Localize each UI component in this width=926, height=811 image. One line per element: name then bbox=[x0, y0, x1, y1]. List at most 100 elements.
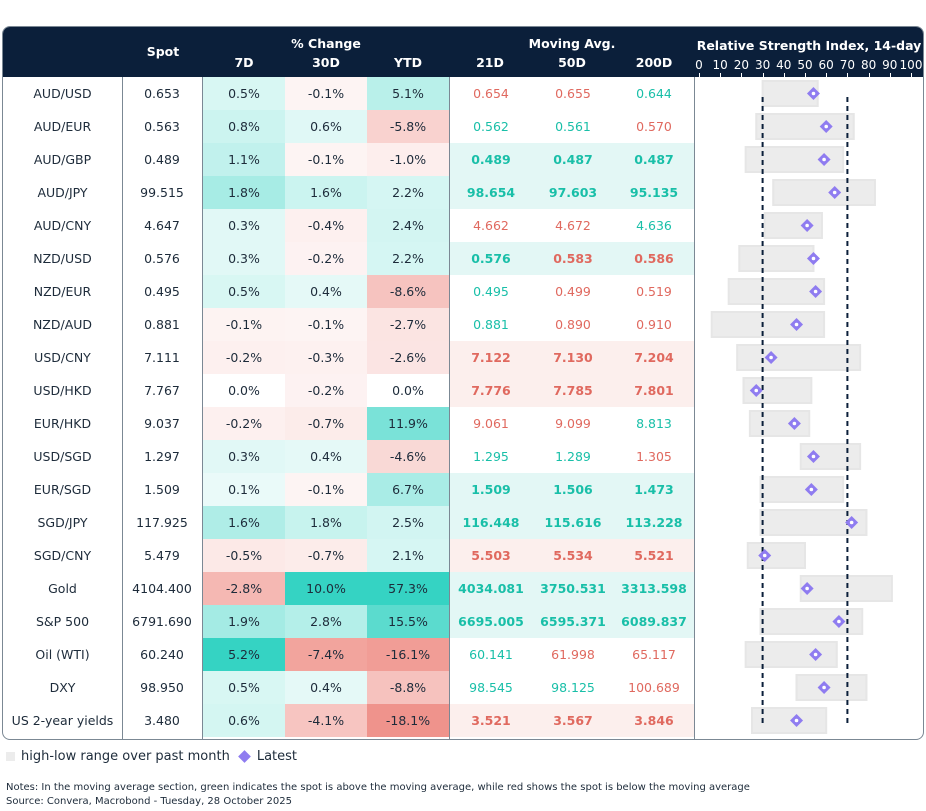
legend-latest-label: Latest bbox=[256, 749, 298, 764]
cell-ma50: 0.583 bbox=[553, 251, 593, 266]
rsi-tick-label: 50 bbox=[797, 58, 813, 72]
cell-ytd: 57.3% bbox=[367, 572, 449, 605]
cell-ma50: 7.130 bbox=[553, 350, 593, 365]
cell-ma200: 0.519 bbox=[636, 284, 672, 299]
header-spot: Spot bbox=[146, 44, 180, 59]
cell-spot: 4104.400 bbox=[132, 581, 192, 596]
cell-ma200: 0.586 bbox=[634, 251, 674, 266]
cell-spot: 0.495 bbox=[144, 284, 180, 299]
cell-spot: 6791.690 bbox=[132, 614, 192, 629]
cell-d7: 0.1% bbox=[203, 473, 285, 506]
cell-ma200: 7.204 bbox=[634, 350, 674, 365]
header-7d: 7D bbox=[234, 55, 254, 70]
cell-ytd: 15.5% bbox=[367, 605, 449, 638]
cell-d30: 10.0% bbox=[285, 572, 367, 605]
cell-ma200: 0.570 bbox=[636, 119, 672, 134]
ma-highlight-band bbox=[450, 473, 694, 506]
cell-ma21: 98.545 bbox=[469, 680, 513, 695]
cell-ma50: 0.890 bbox=[555, 317, 591, 332]
cell-ma50: 0.499 bbox=[555, 284, 591, 299]
table-row: DXY 98.950 0.5% 0.4% -8.8% 98.545 98.125 100.68… bbox=[3, 671, 923, 704]
cell-ma200: 3313.598 bbox=[621, 581, 687, 596]
cell-ytd: -2.6% bbox=[367, 341, 449, 374]
table-row: AUD/USD 0.653 0.5% -0.1% 5.1% 0.654 0.655 0.644 bbox=[3, 77, 923, 110]
cell-name: US 2-year yields bbox=[11, 713, 114, 728]
rsi-tick bbox=[847, 73, 849, 77]
cell-ma21: 0.654 bbox=[473, 86, 509, 101]
table-row: NZD/AUD 0.881 -0.1% -0.1% -2.7% 0.881 0.890 0.9… bbox=[3, 308, 923, 341]
cell-name: USD/HKD bbox=[33, 383, 92, 398]
rsi-range-bar bbox=[727, 278, 826, 305]
rsi-tick-label: 60 bbox=[818, 58, 834, 72]
diamond-icon bbox=[237, 750, 251, 763]
rsi-diamond-center bbox=[762, 553, 767, 558]
header-200d: 200D bbox=[635, 55, 673, 70]
cell-ma200: 95.135 bbox=[629, 185, 679, 200]
cell-name: USD/SGD bbox=[33, 449, 92, 464]
ma-highlight-band bbox=[450, 143, 694, 176]
ma-highlight-band bbox=[450, 572, 694, 605]
cell-ma200: 1.473 bbox=[634, 482, 674, 497]
cell-d30: -0.1% bbox=[285, 473, 367, 506]
rsi-range-bar bbox=[763, 212, 823, 239]
cell-ma200: 113.228 bbox=[625, 515, 683, 530]
cell-ytd: -2.7% bbox=[367, 308, 449, 341]
cell-spot: 0.563 bbox=[144, 119, 180, 134]
cell-ma21: 9.061 bbox=[473, 416, 509, 431]
cell-ma21: 1.509 bbox=[471, 482, 511, 497]
cell-d7: 1.1% bbox=[203, 143, 285, 176]
cell-ytd: 11.9% bbox=[367, 407, 449, 440]
header-pct-change: % Change bbox=[291, 36, 361, 51]
cell-ytd: 5.1% bbox=[367, 77, 449, 110]
cell-d30: 1.6% bbox=[285, 176, 367, 209]
ma-highlight-band bbox=[450, 704, 694, 737]
notes: Notes: In the moving average section, gr… bbox=[6, 781, 750, 809]
cell-d7: 5.2% bbox=[203, 638, 285, 671]
rsi-diamond-center bbox=[754, 388, 759, 393]
cell-ytd: -18.1% bbox=[367, 704, 449, 737]
cell-ma21: 4.662 bbox=[473, 218, 509, 233]
cell-d7: 0.3% bbox=[203, 440, 285, 473]
table-row: AUD/JPY 99.515 1.8% 1.6% 2.2% 98.654 97.603 95.… bbox=[3, 176, 923, 209]
cell-d7: 0.3% bbox=[203, 209, 285, 242]
cell-d7: -0.2% bbox=[203, 407, 285, 440]
cell-d30: -0.2% bbox=[285, 242, 367, 275]
cell-ytd: -8.6% bbox=[367, 275, 449, 308]
cell-name: AUD/USD bbox=[33, 86, 92, 101]
rsi-diamond-center bbox=[811, 256, 816, 261]
rsi-range-bar bbox=[746, 542, 807, 569]
cell-ytd: 2.1% bbox=[367, 539, 449, 572]
cell-name: AUD/CNY bbox=[33, 218, 92, 233]
table-row: Oil (WTI) 60.240 5.2% -7.4% -16.1% 60.141 61.9… bbox=[3, 638, 923, 671]
rsi-chart bbox=[710, 80, 893, 734]
cell-spot: 4.647 bbox=[144, 218, 180, 233]
header-50d: 50D bbox=[558, 55, 586, 70]
cell-ma21: 3.521 bbox=[471, 713, 511, 728]
cell-spot: 1.509 bbox=[144, 482, 180, 497]
cell-ma50: 5.534 bbox=[553, 548, 593, 563]
ma-highlight-band bbox=[450, 539, 694, 572]
cell-ytd: 2.5% bbox=[367, 506, 449, 539]
cell-ma200: 0.644 bbox=[636, 86, 672, 101]
rsi-diamond-center bbox=[792, 421, 797, 426]
rsi-diamond-center bbox=[794, 718, 799, 723]
rsi-tick-label: 0 bbox=[695, 58, 703, 72]
cell-d7: -0.1% bbox=[203, 308, 285, 341]
rsi-tick bbox=[868, 73, 870, 77]
cell-d7: 0.8% bbox=[203, 110, 285, 143]
cell-d30: -0.7% bbox=[285, 407, 367, 440]
divider-name-spot bbox=[122, 77, 123, 739]
rsi-range-bar bbox=[751, 707, 828, 734]
rsi-tick bbox=[699, 73, 700, 77]
cell-ytd: 2.4% bbox=[367, 209, 449, 242]
cell-spot: 3.480 bbox=[144, 713, 180, 728]
rsi-tick bbox=[762, 73, 764, 77]
table-row: AUD/EUR 0.563 0.8% 0.6% -5.8% 0.562 0.561 0.570 bbox=[3, 110, 923, 143]
cell-ytd: 2.2% bbox=[367, 242, 449, 275]
cell-ma21: 116.448 bbox=[462, 515, 520, 530]
cell-d7: 0.0% bbox=[203, 374, 285, 407]
table-row: SGD/CNY 5.479 -0.5% -0.7% 2.1% 5.503 5.534 5.52… bbox=[3, 539, 923, 572]
ma-highlight-band bbox=[450, 374, 694, 407]
cell-d30: 0.4% bbox=[285, 440, 367, 473]
rsi-tick-label: 40 bbox=[776, 58, 792, 72]
